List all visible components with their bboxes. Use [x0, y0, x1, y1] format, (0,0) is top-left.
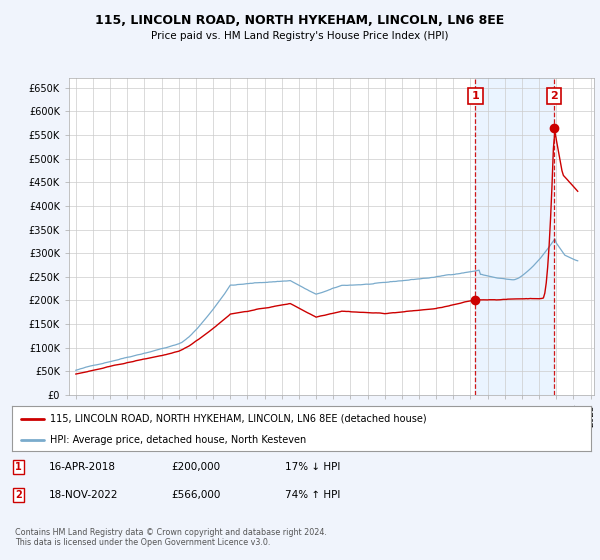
- Text: 115, LINCOLN ROAD, NORTH HYKEHAM, LINCOLN, LN6 8EE (detached house): 115, LINCOLN ROAD, NORTH HYKEHAM, LINCOL…: [50, 413, 426, 423]
- Text: £566,000: £566,000: [171, 490, 220, 500]
- Text: 115, LINCOLN ROAD, NORTH HYKEHAM, LINCOLN, LN6 8EE: 115, LINCOLN ROAD, NORTH HYKEHAM, LINCOL…: [95, 14, 505, 27]
- Bar: [475, 78, 554, 395]
- Text: HPI: Average price, detached house, North Kesteven: HPI: Average price, detached house, Nort…: [50, 435, 306, 445]
- Text: 1: 1: [15, 462, 22, 472]
- Text: 74% ↑ HPI: 74% ↑ HPI: [285, 490, 340, 500]
- Text: 17% ↓ HPI: 17% ↓ HPI: [285, 462, 340, 472]
- Text: 2: 2: [550, 91, 558, 101]
- Text: Contains HM Land Registry data © Crown copyright and database right 2024.
This d: Contains HM Land Registry data © Crown c…: [15, 528, 327, 547]
- Text: 16-APR-2018: 16-APR-2018: [49, 462, 116, 472]
- Text: £200,000: £200,000: [171, 462, 220, 472]
- Text: 2: 2: [15, 490, 22, 500]
- Text: 1: 1: [472, 91, 479, 101]
- Text: Price paid vs. HM Land Registry's House Price Index (HPI): Price paid vs. HM Land Registry's House …: [151, 31, 449, 41]
- Text: 18-NOV-2022: 18-NOV-2022: [49, 490, 119, 500]
